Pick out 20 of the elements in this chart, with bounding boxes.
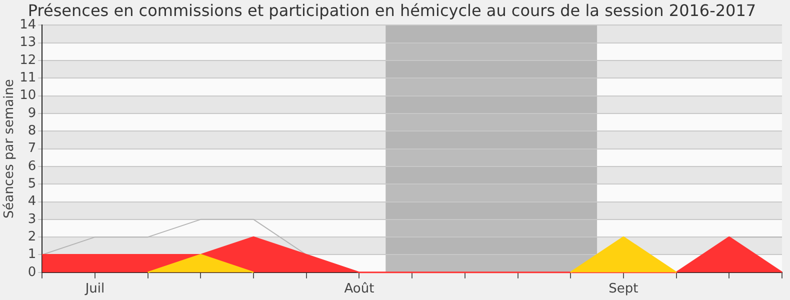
y-tick-label: 0 bbox=[28, 264, 36, 280]
y-tick-label: 10 bbox=[20, 88, 36, 104]
y-tick-label: 6 bbox=[28, 158, 36, 174]
x-tick-label: Sept bbox=[608, 282, 638, 297]
chart-title: Présences en commissions et participation en hémicycle au cours de la session 2016-2017 bbox=[28, 0, 756, 20]
y-tick-label: 4 bbox=[28, 194, 36, 210]
y-tick-label: 13 bbox=[20, 35, 36, 50]
x-tick-label: Juil bbox=[84, 282, 105, 297]
y-axis-title: Séances par semaine bbox=[2, 79, 18, 219]
y-tick-label: 5 bbox=[28, 176, 36, 192]
y-tick-label: 12 bbox=[20, 52, 36, 68]
y-tick-label: 2 bbox=[28, 229, 36, 244]
y-tick-label: 7 bbox=[28, 141, 36, 156]
y-tick-label: 8 bbox=[28, 124, 36, 139]
y-tick-label: 14 bbox=[20, 18, 36, 33]
x-tick-label: Août bbox=[344, 282, 374, 297]
y-tick-label: 11 bbox=[20, 70, 36, 86]
y-tick-label: 1 bbox=[28, 247, 36, 262]
y-tick-label: 3 bbox=[28, 212, 36, 227]
y-tick-label: 9 bbox=[28, 106, 36, 121]
